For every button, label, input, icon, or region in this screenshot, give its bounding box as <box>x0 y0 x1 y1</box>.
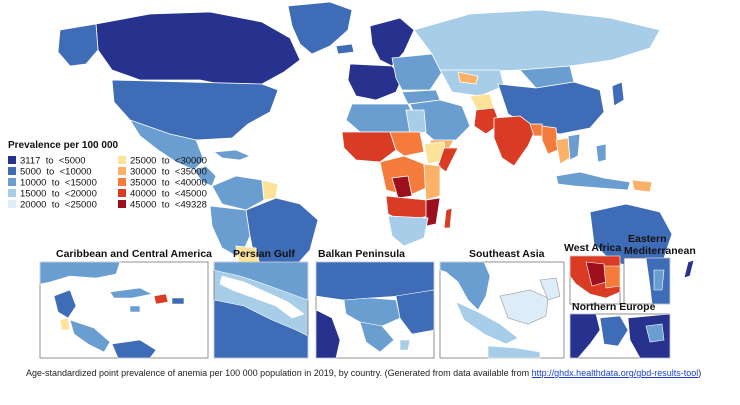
inset-caribbean <box>39 261 209 359</box>
legend-label: 3117 to <5000 <box>20 156 86 167</box>
region-iceland <box>335 43 355 55</box>
world-map <box>57 1 695 351</box>
region-colombia-venezuela <box>211 175 265 211</box>
inset-title-northern-europe: Northern Europe <box>572 301 656 313</box>
region-vietnam <box>567 133 581 161</box>
legend-label: 10000 to <15000 <box>20 178 97 189</box>
legend-label: 25000 to <30000 <box>130 156 207 167</box>
region-madagascar <box>443 207 453 229</box>
legend-label: 40000 to <45000 <box>130 189 207 200</box>
region-canada <box>95 11 301 87</box>
region-alaska <box>57 23 99 67</box>
region-pakistan <box>473 107 501 135</box>
figure-caption: Age-standardized point prevalence of ane… <box>26 368 701 378</box>
region-papua <box>631 179 653 193</box>
inset-title-caribbean: Caribbean and Central America <box>56 248 212 260</box>
region-mozambique <box>425 197 441 227</box>
inset-title-west-africa: West Africa <box>564 242 621 254</box>
insets: Caribbean and Central America Persian Gu… <box>39 233 696 359</box>
legend-swatch <box>8 200 16 208</box>
region-egypt <box>405 109 427 135</box>
inset-balkan <box>315 261 435 359</box>
region-thailand <box>555 137 571 165</box>
inset-eastern-mediterranean <box>623 257 671 305</box>
inset-southeast-asia <box>439 261 565 359</box>
legend-swatch <box>118 200 126 208</box>
region-philippines <box>595 143 607 163</box>
inset-title-balkan: Balkan Peninsula <box>318 248 405 260</box>
region-russia <box>413 9 661 73</box>
inset-title-eastern-mediterranean-1: Eastern <box>628 233 667 245</box>
legend-swatch <box>118 167 126 175</box>
region-guianas <box>261 179 279 201</box>
region-myanmar <box>541 125 559 155</box>
inset-title-eastern-mediterranean-2: Mediterranean <box>624 245 696 257</box>
caption-suffix: ) <box>698 368 702 378</box>
legend-swatch <box>8 167 16 175</box>
legend-swatch <box>118 189 126 197</box>
region-central-asia <box>457 71 479 85</box>
region-east-africa <box>423 163 441 201</box>
region-indonesia <box>555 171 631 191</box>
region-central-america <box>193 165 217 187</box>
legend: Prevalence per 100 000 3117 to <50005000… <box>8 140 207 211</box>
region-japan <box>611 81 625 107</box>
region-somalia <box>437 147 459 173</box>
inset-persian-gulf <box>213 261 309 359</box>
legend-label: 30000 to <35000 <box>130 167 207 178</box>
legend-swatch <box>8 189 16 197</box>
region-caribbean <box>212 149 252 161</box>
inset-title-persian-gulf: Persian Gulf <box>233 248 295 260</box>
inset-west-africa <box>569 255 621 305</box>
region-usa <box>111 79 279 141</box>
legend-label: 5000 to <10000 <box>20 167 92 178</box>
legend-swatch <box>118 156 126 164</box>
legend-swatch <box>118 178 126 186</box>
region-southern-africa <box>387 215 429 247</box>
legend-swatch <box>8 156 16 164</box>
region-sahel-west <box>341 131 397 163</box>
region-sahel-east <box>389 131 425 157</box>
legend-label: 45000 to <49328 <box>130 200 207 211</box>
inset-title-southeast-asia: Southeast Asia <box>469 248 545 260</box>
source-link[interactable]: http://ghdx.healthdata.org/gbd-results-t… <box>531 368 699 378</box>
region-india <box>493 115 537 167</box>
inset-northern-europe: Northern Europe <box>569 301 671 359</box>
region-congo <box>391 175 413 199</box>
caption-text: Age-standardized point prevalence of ane… <box>26 368 532 378</box>
legend-label: 15000 to <20000 <box>20 189 97 200</box>
legend-title: Prevalence per 100 000 <box>8 140 119 151</box>
region-greenland <box>287 1 353 55</box>
legend-label: 35000 to <40000 <box>130 178 207 189</box>
legend-swatch <box>8 178 16 186</box>
legend-label: 20000 to <25000 <box>20 200 97 211</box>
region-new-zealand <box>683 259 695 279</box>
